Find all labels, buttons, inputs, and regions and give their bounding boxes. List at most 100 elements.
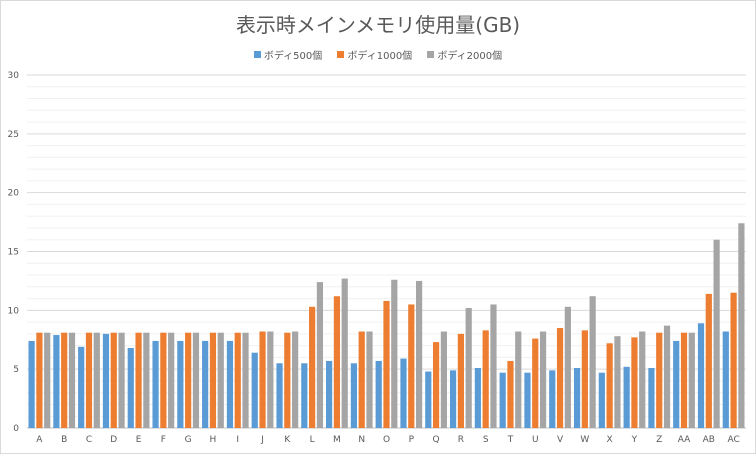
bar-3-G xyxy=(192,332,200,428)
bar-2-Z xyxy=(656,332,663,428)
bar-1-B xyxy=(53,335,60,428)
bar-2-D xyxy=(110,332,117,428)
bar-3-L xyxy=(316,282,324,428)
y-tick-label: 15 xyxy=(8,248,19,258)
bar-2-A xyxy=(36,332,43,428)
bar-1-N xyxy=(350,363,358,428)
x-tick-label: Q xyxy=(433,435,440,445)
y-tick-label: 5 xyxy=(13,365,19,375)
legend-swatch-series-3 xyxy=(427,51,435,58)
bar-3-E xyxy=(143,332,150,428)
bar-2-I xyxy=(234,332,241,428)
bar-1-Y xyxy=(623,366,630,428)
bar-3-AA xyxy=(688,332,695,428)
bar-1-O xyxy=(375,360,382,428)
bar-1-S xyxy=(474,367,481,428)
bar-1-W xyxy=(573,367,581,428)
bar-1-T xyxy=(499,372,506,428)
legend-swatch-series-1 xyxy=(253,51,261,58)
bar-2-X xyxy=(606,343,613,428)
bar-1-J xyxy=(251,352,258,428)
bar-3-B xyxy=(68,332,76,428)
legend-label-series-1: ボディ500個 xyxy=(263,51,323,62)
x-tick-label: X xyxy=(607,435,613,445)
bar-3-S xyxy=(490,304,497,428)
bar-1-V xyxy=(549,370,556,428)
x-tick-label: AB xyxy=(703,435,715,445)
legend: ボディ500個 ボディ1000個 ボディ2000個 xyxy=(1,47,755,62)
bar-3-P xyxy=(415,280,423,428)
bar-1-I xyxy=(226,340,234,428)
bar-3-N xyxy=(366,331,373,428)
bar-2-B xyxy=(61,332,68,428)
bar-1-AC xyxy=(722,331,729,428)
bar-2-P xyxy=(408,304,415,428)
x-tick-label: U xyxy=(532,435,539,445)
x-tick-label: I xyxy=(236,435,239,445)
bar-2-T xyxy=(507,360,514,428)
bar-3-AB xyxy=(713,239,720,428)
bar-1-E xyxy=(127,347,134,428)
bar-3-R xyxy=(465,307,472,428)
bar-3-C xyxy=(93,332,100,428)
bar-3-A xyxy=(44,332,51,428)
bar-1-G xyxy=(177,340,184,428)
bar-3-V xyxy=(564,306,571,428)
bar-2-C xyxy=(85,332,93,428)
bar-3-J xyxy=(267,331,274,428)
y-tick-label: 25 xyxy=(8,130,19,140)
bar-1-M xyxy=(326,360,333,428)
bar-3-Y xyxy=(639,331,646,428)
legend-item-series-3: ボディ2000個 xyxy=(427,47,502,62)
legend-item-series-2: ボディ1000個 xyxy=(337,47,412,62)
x-tick-label: J xyxy=(260,435,264,445)
bar-2-V xyxy=(556,327,564,428)
bar-3-AC xyxy=(738,223,745,428)
x-tick-label: T xyxy=(507,435,514,445)
bar-1-AB xyxy=(697,323,705,428)
chart-title: 表示時メインメモリ使用量(GB) xyxy=(235,13,521,37)
x-tick-label: Y xyxy=(631,435,638,445)
legend-label-series-2: ボディ1000個 xyxy=(347,51,413,62)
x-tick-label: F xyxy=(161,435,166,445)
bar-2-AC xyxy=(730,292,737,428)
y-tick-label: 20 xyxy=(8,189,20,199)
bar-2-Q xyxy=(432,342,440,428)
x-tick-label: N xyxy=(358,435,365,445)
bar-2-AA xyxy=(680,332,688,428)
bar-2-S xyxy=(482,330,489,428)
bar-3-O xyxy=(391,279,398,428)
bar-3-F xyxy=(168,332,175,428)
bar-3-U xyxy=(539,331,547,428)
bar-1-Z xyxy=(648,367,655,428)
y-tick-label: 10 xyxy=(8,306,20,316)
bar-2-K xyxy=(284,332,291,428)
bar-2-AB xyxy=(705,293,712,428)
x-tick-label: H xyxy=(210,435,217,445)
x-tick-label: K xyxy=(284,435,291,445)
bar-3-T xyxy=(515,331,522,428)
x-tick-label: Z xyxy=(656,435,662,445)
bar-1-AA xyxy=(673,340,680,428)
bar-2-M xyxy=(333,296,341,428)
bar-2-Y xyxy=(631,337,638,428)
bar-2-R xyxy=(457,333,464,428)
x-tick-label: V xyxy=(557,435,564,445)
bar-2-O xyxy=(383,300,390,428)
x-tick-label: E xyxy=(136,435,142,445)
x-tick-label: W xyxy=(580,435,589,445)
bar-3-Z xyxy=(663,325,671,428)
bar-2-G xyxy=(185,332,192,428)
x-tick-label: C xyxy=(86,435,92,445)
x-tick-label: M xyxy=(333,435,341,445)
x-tick-label: AC xyxy=(727,435,739,445)
x-tick-label: P xyxy=(409,435,415,445)
y-tick-label: 0 xyxy=(13,424,19,434)
legend-swatch-series-2 xyxy=(337,51,345,58)
bar-2-H xyxy=(209,332,217,428)
bar-1-D xyxy=(102,333,110,428)
bar-3-X xyxy=(614,336,621,428)
bar-1-A xyxy=(28,340,35,428)
bar-3-H xyxy=(217,332,224,428)
